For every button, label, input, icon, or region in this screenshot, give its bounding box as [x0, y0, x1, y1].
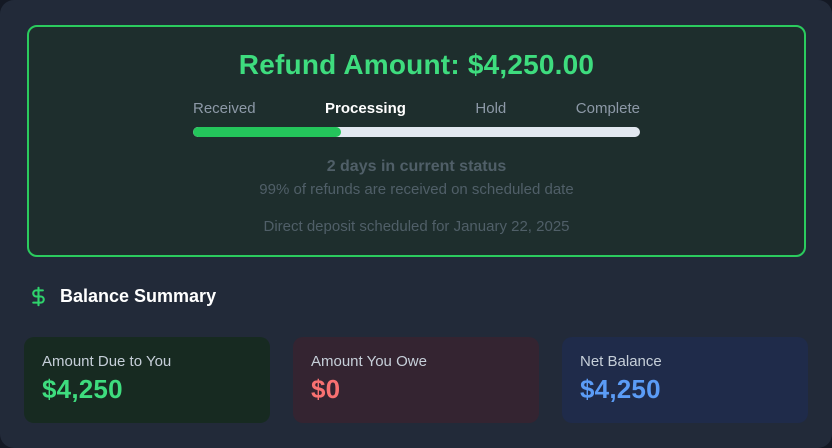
- refund-amount-title: Refund Amount: $4,250.00: [238, 49, 595, 80]
- balance-card: Amount Due to You $4,250: [24, 337, 270, 423]
- deposit-schedule-text: Direct deposit scheduled for January 22,…: [263, 218, 570, 235]
- balance-cards-row: Amount Due to You $4,250 Amount You Owe …: [24, 337, 808, 423]
- card-label: Net Balance: [580, 353, 662, 370]
- card-label: Amount You Owe: [311, 353, 427, 370]
- card-value: $4,250: [42, 374, 123, 404]
- status-days-text: 2 days in current status: [326, 158, 507, 175]
- card-label: Amount Due to You: [42, 353, 172, 370]
- card-value: $0: [311, 374, 341, 404]
- refund-status-card: Refund Amount: $4,250.00 Received Proces…: [27, 25, 806, 257]
- balance-card: Amount You Owe $0: [293, 337, 539, 423]
- step-complete: Complete: [575, 100, 640, 117]
- balance-summary-header: Balance Summary: [28, 286, 216, 307]
- status-info-text: 99% of refunds are received on scheduled…: [259, 181, 574, 198]
- step-received: Received: [193, 100, 256, 117]
- step-hold: Hold: [475, 100, 507, 117]
- step-processing: Processing: [325, 100, 406, 117]
- card-value: $4,250: [580, 374, 661, 404]
- balance-card: Net Balance $4,250: [562, 337, 808, 423]
- refund-progress-tracker: Received Processing Hold Complete: [193, 100, 640, 137]
- progress-fill: [193, 127, 341, 137]
- progress-track: [193, 127, 640, 137]
- balance-summary-title: Balance Summary: [60, 286, 217, 306]
- dollar-sign-icon: [28, 286, 49, 307]
- refund-steps: Received Processing Hold Complete: [193, 100, 640, 118]
